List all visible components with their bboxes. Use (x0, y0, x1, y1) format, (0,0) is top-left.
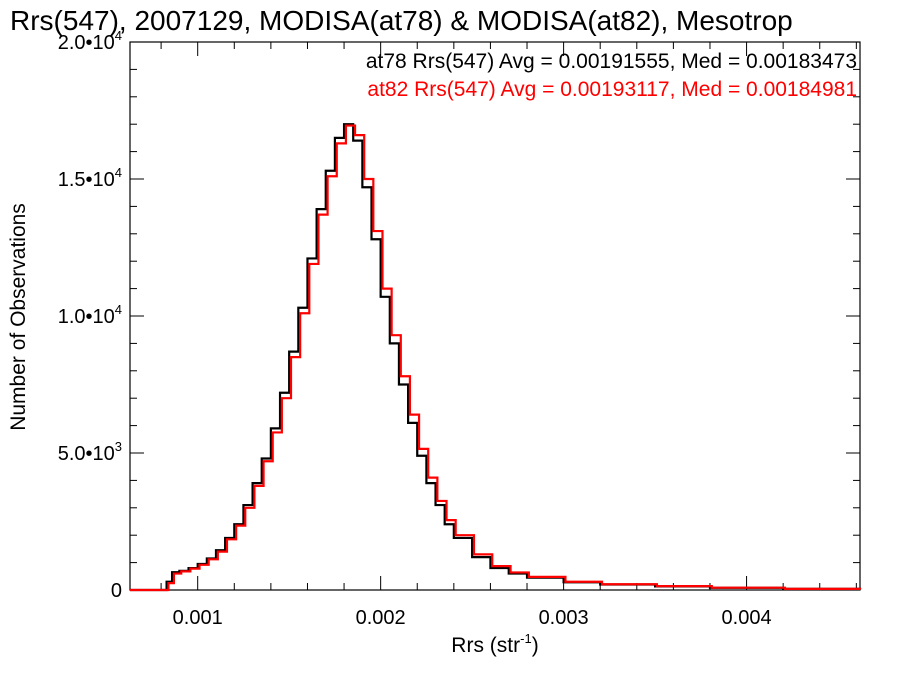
histogram-series-at78 (130, 123, 862, 592)
y-tick-label-exp: 4 (115, 28, 122, 43)
x-axis-ticks: 0.001 0.002 0.003 0.004 (160, 42, 857, 629)
y-tick-label-base: 1.5•10 (58, 169, 115, 191)
x-tick-label: 0.002 (356, 607, 406, 629)
y-tick-label: 2.0•104 (58, 28, 122, 54)
legend-at82: at82 Rrs(547) Avg = 0.00193117, Med = 0.… (367, 78, 857, 101)
x-tick-label: 0.003 (539, 607, 589, 629)
y-tick-label-base: 0 (111, 580, 122, 602)
y-tick-label-exp: 4 (115, 302, 122, 317)
x-tick-label: 0.004 (722, 607, 772, 629)
legend-at78: at78 Rrs(547) Avg = 0.00191555, Med = 0.… (366, 50, 857, 73)
y-tick-label: 1.5•104 (58, 165, 122, 191)
x-axis-label-sup: -1 (520, 631, 532, 646)
y-tick-label: 1.0•104 (58, 302, 122, 328)
y-tick-label-base: 1.0•10 (58, 306, 115, 328)
y-tick-label: 0 (111, 580, 122, 602)
x-axis-label-close: ) (532, 634, 539, 657)
y-axis-label: Number of Observations (7, 203, 30, 431)
y-tick-label: 5.0•103 (58, 439, 122, 465)
chart-title: Rrs(547), 2007129, MODISA(at78) & MODISA… (10, 5, 793, 36)
y-tick-label-exp: 4 (115, 165, 122, 180)
x-axis-label: Rrs (str-1) (451, 631, 538, 657)
y-tick-label-exp: 3 (115, 439, 122, 454)
x-tick-label: 0.001 (173, 607, 223, 629)
y-tick-label-base: 2.0•10 (58, 32, 115, 54)
plot-axes (129, 41, 861, 591)
x-axis-label-main: Rrs (str (451, 634, 520, 657)
plot-frame (129, 41, 861, 591)
series-layer (130, 123, 862, 592)
histogram-series-at82 (130, 124, 862, 592)
y-tick-label-base: 5.0•10 (58, 443, 115, 465)
